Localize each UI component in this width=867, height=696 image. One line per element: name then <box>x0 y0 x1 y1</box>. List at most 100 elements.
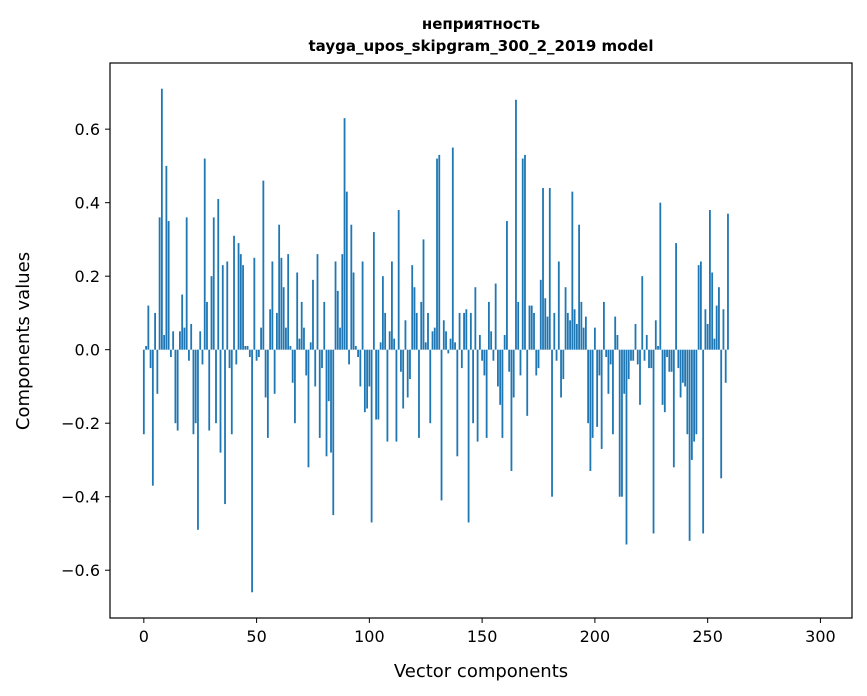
bar <box>515 99 517 350</box>
bar <box>474 287 477 350</box>
bar <box>636 349 639 365</box>
bar <box>341 254 344 350</box>
bar <box>718 287 720 350</box>
bar <box>217 198 220 350</box>
bar <box>679 349 682 398</box>
bar <box>657 346 659 350</box>
bar <box>544 298 547 350</box>
bar <box>490 331 493 350</box>
bar <box>167 221 170 350</box>
bar <box>359 349 362 387</box>
bar <box>260 327 262 350</box>
bar <box>381 276 384 350</box>
plot-frame <box>109 62 853 619</box>
bar <box>321 349 323 369</box>
bar <box>185 217 188 350</box>
bar <box>445 331 447 350</box>
bar <box>230 349 233 435</box>
bar <box>215 349 217 424</box>
bar <box>368 349 371 387</box>
bar <box>169 349 172 358</box>
x-tick-label: 250 <box>692 627 723 646</box>
bar <box>278 224 281 350</box>
chart-title-line-2: tayga_upos_skipgram_300_2_2019 model <box>309 37 654 55</box>
bar <box>257 349 260 358</box>
bar <box>598 349 601 376</box>
bar <box>192 349 195 435</box>
bar <box>190 323 193 350</box>
bar <box>553 312 556 350</box>
bar <box>519 349 522 376</box>
y-tick-label: 0.4 <box>75 194 100 213</box>
bar <box>248 349 251 358</box>
bar <box>528 305 531 350</box>
bar <box>264 349 267 398</box>
bar <box>681 349 684 383</box>
bar <box>154 312 156 350</box>
bar <box>379 342 382 350</box>
bar <box>634 323 637 350</box>
bar <box>149 349 152 369</box>
bar <box>566 312 569 350</box>
bar <box>352 272 355 350</box>
bar <box>578 224 580 350</box>
y-axis-ticks: −0.6 −0.4 −0.2 0.0 0.2 0.4 0.6 <box>61 120 110 580</box>
bar <box>226 261 229 350</box>
bar <box>463 312 465 350</box>
bar <box>526 349 529 416</box>
bar <box>465 309 468 350</box>
bar <box>663 349 666 413</box>
bar <box>418 349 420 438</box>
bar <box>530 305 533 350</box>
bar <box>447 349 450 354</box>
bar <box>720 349 723 479</box>
y-tick-label: −0.6 <box>61 561 100 580</box>
bar <box>363 349 366 413</box>
bar <box>219 349 222 453</box>
bar <box>233 235 235 350</box>
bar <box>625 349 628 545</box>
bar <box>555 349 558 361</box>
bar <box>724 349 727 383</box>
bar <box>343 118 346 350</box>
x-axis-label: Vector components <box>394 661 568 682</box>
bar <box>711 272 714 350</box>
bar <box>533 312 535 350</box>
bar <box>413 287 416 350</box>
bar <box>334 261 337 350</box>
bar <box>280 257 283 350</box>
chart-title-line-1: неприятность <box>422 15 540 33</box>
bar <box>661 349 664 405</box>
bar <box>442 320 445 350</box>
x-tick-label: 200 <box>580 627 611 646</box>
bar <box>420 301 423 350</box>
bar <box>690 349 693 460</box>
bar <box>537 349 540 369</box>
bar <box>172 331 175 350</box>
bar <box>309 342 312 350</box>
bar <box>483 349 486 376</box>
y-tick-label: 0.2 <box>75 267 100 286</box>
bar <box>174 349 177 424</box>
bar <box>345 191 348 350</box>
bar <box>469 312 472 350</box>
bar <box>603 301 605 350</box>
bar <box>300 301 303 350</box>
bar <box>643 349 646 361</box>
bar <box>291 349 294 383</box>
x-tick-label: 0 <box>139 627 149 646</box>
bar <box>580 301 583 350</box>
bar <box>294 349 296 424</box>
bar <box>564 287 567 350</box>
bar <box>429 349 432 424</box>
bar <box>314 349 317 387</box>
bar <box>158 217 161 350</box>
bar <box>607 349 610 394</box>
bar <box>415 312 418 350</box>
bar <box>298 338 301 350</box>
bar <box>704 309 707 350</box>
bar <box>255 349 258 361</box>
bar <box>584 316 587 350</box>
bar <box>212 217 215 350</box>
bar <box>706 323 709 350</box>
